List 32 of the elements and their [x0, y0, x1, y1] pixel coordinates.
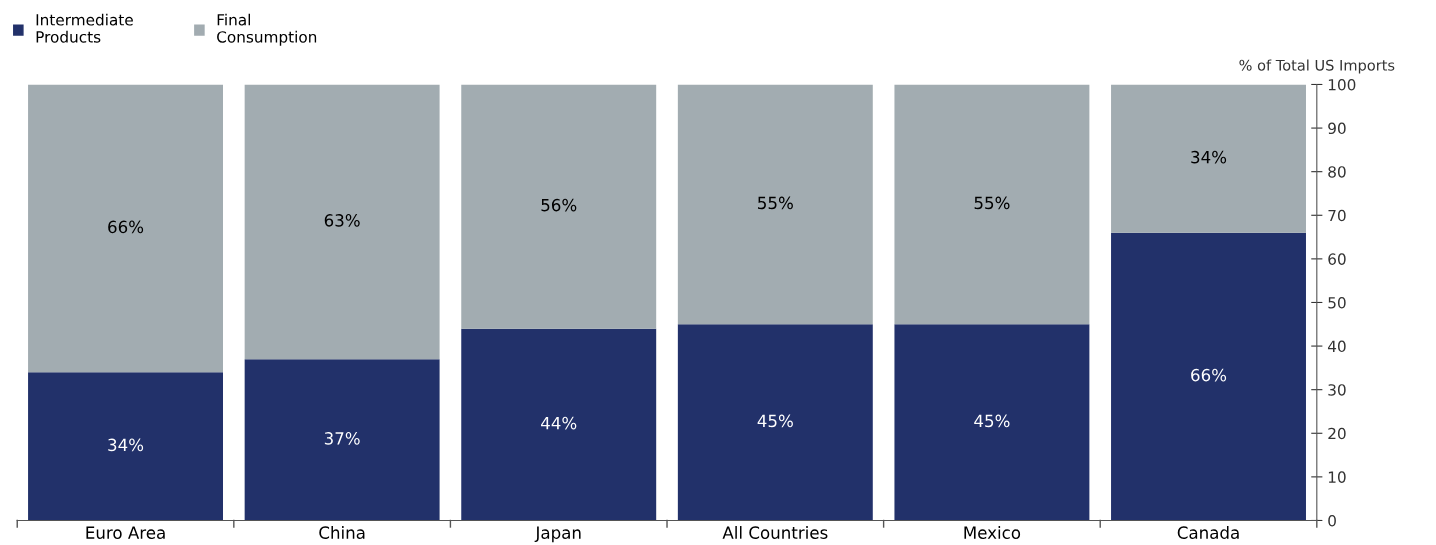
x-tick-label: Japan: [534, 526, 581, 543]
data-label: 34%: [1191, 150, 1227, 164]
data-label: 56%: [541, 198, 577, 212]
data-label: 55%: [974, 196, 1010, 210]
y-tick-label: 10: [1328, 471, 1346, 483]
x-tick-label: Canada: [1177, 526, 1239, 539]
y-tick-label: 70: [1328, 209, 1346, 222]
data-label: 44%: [541, 416, 577, 430]
legend-label: Intermediate Products: [36, 13, 133, 43]
y-tick-label: 90: [1328, 122, 1346, 135]
y-tick-label: 40: [1327, 340, 1346, 353]
data-label: 66%: [1191, 368, 1227, 382]
data-label: 37%: [324, 432, 360, 445]
data-label: 55%: [758, 196, 793, 210]
data-label: 63%: [324, 214, 360, 227]
x-tick-label: All Countries: [722, 526, 828, 539]
data-label: 66%: [108, 220, 144, 234]
data-label: 45%: [974, 414, 1010, 428]
y-tick-label: 20: [1328, 427, 1346, 440]
data-label: 45%: [757, 414, 793, 428]
y-tick-label: 60: [1328, 253, 1346, 265]
x-tick-label: China: [319, 526, 365, 539]
legend-label: Final Consumption: [217, 13, 317, 46]
y-tick-label: 50: [1328, 296, 1346, 309]
x-tick-label: Euro Area: [86, 526, 165, 539]
y-tick-label: 100: [1328, 78, 1356, 91]
x-tick-label: Mexico: [964, 526, 1021, 539]
data-label: 34%: [108, 438, 144, 452]
y-axis-title: % of Total US Imports: [1239, 59, 1395, 74]
y-tick-label: 0: [1328, 514, 1336, 527]
y-tick-label: 30: [1328, 384, 1346, 396]
y-tick-label: 80: [1328, 166, 1346, 178]
